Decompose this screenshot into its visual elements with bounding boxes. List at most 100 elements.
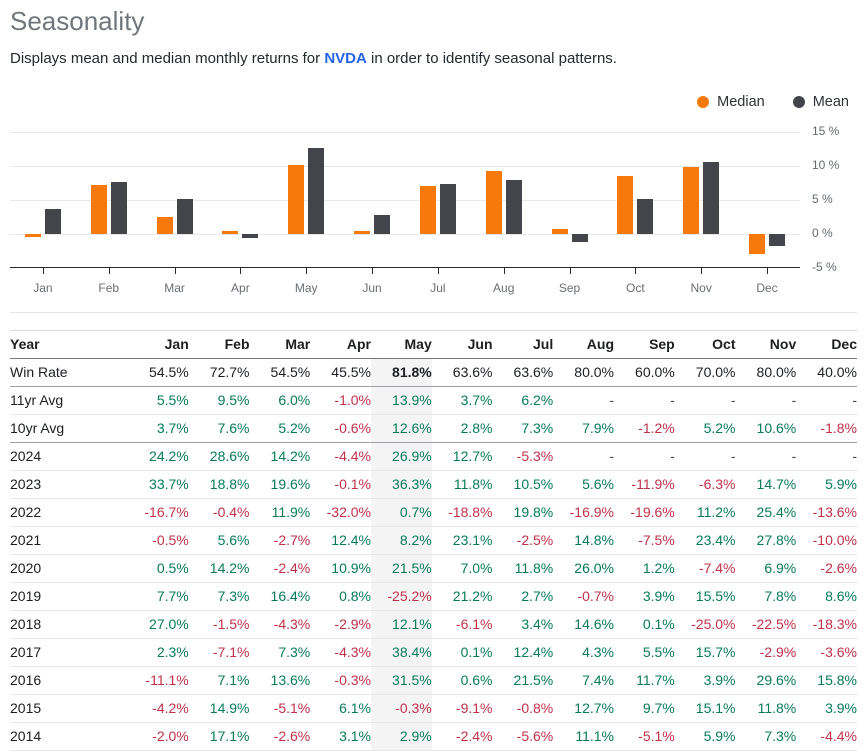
x-axis-label-dec: Dec [756, 281, 778, 295]
cell-2024-nov: - [735, 442, 797, 471]
x-axis-label-jun: Jun [362, 281, 382, 295]
legend-item-median[interactable]: Median [697, 94, 765, 110]
cell-2014-apr: 3.1% [310, 722, 371, 751]
cell-2019-may: -25.2% [371, 582, 432, 611]
bar-group-jul [405, 132, 471, 267]
cell-2020-oct: -7.4% [674, 554, 736, 583]
cell-2020-mar: -2.4% [249, 554, 311, 583]
x-axis-label-may: May [294, 281, 318, 295]
row-label-2017: 2017 [10, 638, 128, 667]
cell-2021-jul: -2.5% [492, 526, 554, 555]
table-row-2016: 2016 -11.1% 7.1% 13.6% -0.3% 31.5% 0.6% 21.5% 7.… [10, 666, 857, 695]
cell-2016-dec: 15.8% [796, 666, 857, 695]
row-label-10yr-avg: 10yr Avg [10, 414, 128, 443]
cell-2019-aug: -0.7% [553, 582, 614, 611]
y-axis-tick-label: 5 % [812, 192, 833, 206]
cell-2016-apr: -0.3% [310, 666, 371, 695]
bar-group-mar [142, 132, 208, 267]
cell-2015-jul: -0.8% [492, 694, 554, 723]
chart-legend: Median Mean [10, 93, 849, 111]
bar-median-oct [617, 175, 634, 234]
cell-2018-feb: -1.5% [188, 610, 250, 639]
cell-2022-apr: -32.0% [310, 498, 371, 527]
row-label-2021: 2021 [10, 526, 128, 555]
cell-2024-may: 26.9% [371, 442, 432, 471]
cell-2022-feb: -0.4% [188, 498, 250, 527]
column-header-feb: Feb [188, 330, 250, 359]
ticker-link[interactable]: NVDA [324, 50, 367, 67]
bar-group-oct [602, 132, 668, 267]
cell-2018-aug: 14.6% [553, 610, 614, 639]
cell-2019-oct: 15.5% [674, 582, 736, 611]
median-dot-icon [697, 96, 710, 108]
mean-dot-icon [792, 96, 805, 108]
cell-2020-sep: 1.2% [614, 554, 675, 583]
bar-group-jan [10, 132, 76, 267]
cell-2020-nov: 6.9% [735, 554, 797, 583]
y-axis-tick-label: 10 % [812, 158, 840, 172]
cell-11yr-avg-nov: - [735, 386, 797, 415]
cell-2018-oct: -25.0% [674, 610, 736, 639]
cell-2015-jun: -9.1% [431, 694, 493, 723]
bar-group-aug [471, 132, 537, 267]
x-axis-tick [339, 268, 405, 274]
cell-2016-oct: 3.9% [674, 666, 736, 695]
table-header-row: Year Jan Feb Mar Apr May Jun Jul Aug Sep Oct Nov Dec [10, 330, 857, 359]
cell-11yr-avg-feb: 9.5% [188, 386, 250, 415]
column-header-mar: Mar [249, 330, 311, 359]
cell-2016-may: 31.5% [371, 666, 432, 695]
cell-2021-jan: -0.5% [128, 526, 189, 555]
cell-2021-feb: 5.6% [188, 526, 250, 555]
cell-11yr-avg-dec: - [796, 386, 857, 415]
table-row-2024: 2024 24.2% 28.6% 14.2% -4.4% 26.9% 12.7% -5.3% -… [10, 442, 857, 471]
y-axis-tick-label: 0 % [812, 226, 833, 240]
bar-mean-jan [44, 208, 61, 234]
subtitle-suffix: in order to identify seasonal patterns. [366, 50, 617, 67]
row-label-2015: 2015 [10, 694, 128, 723]
cell-2014-nov: 7.3% [735, 722, 797, 751]
cell-2016-jan: -11.1% [128, 666, 189, 695]
cell-2014-sep: -5.1% [614, 722, 675, 751]
legend-item-mean[interactable]: Mean [792, 94, 849, 110]
cell-win-rate-jul: 63.6% [492, 358, 554, 387]
cell-2018-jan: 27.0% [128, 610, 189, 639]
cell-2024-jan: 24.2% [128, 442, 189, 471]
column-header-jan: Jan [128, 330, 189, 359]
row-label-2022: 2022 [10, 498, 128, 527]
bar-median-dec [749, 234, 766, 255]
gridline [10, 234, 800, 235]
column-header-apr: Apr [310, 330, 371, 359]
bar-group-apr [207, 132, 273, 267]
row-label-2018: 2018 [10, 610, 128, 639]
cell-win-rate-jun: 63.6% [431, 358, 493, 387]
cell-2017-oct: 15.7% [674, 638, 736, 667]
cell-2016-mar: 13.6% [249, 666, 311, 695]
x-axis-tick [142, 268, 208, 274]
cell-2018-mar: -4.3% [249, 610, 311, 639]
cell-2017-may: 38.4% [371, 638, 432, 667]
x-axis-label-oct: Oct [626, 281, 645, 295]
x-axis-label-mar: Mar [164, 281, 185, 295]
cell-2024-sep: - [614, 442, 675, 471]
cell-11yr-avg-sep: - [614, 386, 675, 415]
cell-2014-aug: 11.1% [553, 722, 614, 751]
cell-2017-apr: -4.3% [310, 638, 371, 667]
table-body: Win Rate 54.5% 72.7% 54.5% 45.5% 81.8% 63.6% 63… [10, 358, 857, 751]
subtitle-prefix: Displays mean and median monthly returns… [10, 50, 325, 67]
cell-2016-jun: 0.6% [431, 666, 493, 695]
section-divider [10, 312, 857, 313]
cell-2018-apr: -2.9% [310, 610, 371, 639]
x-axis-tick [273, 268, 339, 274]
gridline [10, 166, 800, 167]
x-axis-tick [471, 268, 537, 274]
cell-11yr-avg-aug: - [553, 386, 614, 415]
cell-2019-jun: 21.2% [431, 582, 493, 611]
cell-2023-mar: 19.6% [249, 470, 311, 499]
cell-2022-jun: -18.8% [431, 498, 493, 527]
table-row-2022: 2022 -16.7% -0.4% 11.9% -32.0% 0.7% -18.8% 19.8… [10, 498, 857, 527]
x-axis-tick [537, 268, 603, 274]
cell-2015-dec: 3.9% [796, 694, 857, 723]
cell-win-rate-apr: 45.5% [310, 358, 371, 387]
bar-mean-nov [703, 161, 720, 234]
cell-win-rate-sep: 60.0% [614, 358, 675, 387]
